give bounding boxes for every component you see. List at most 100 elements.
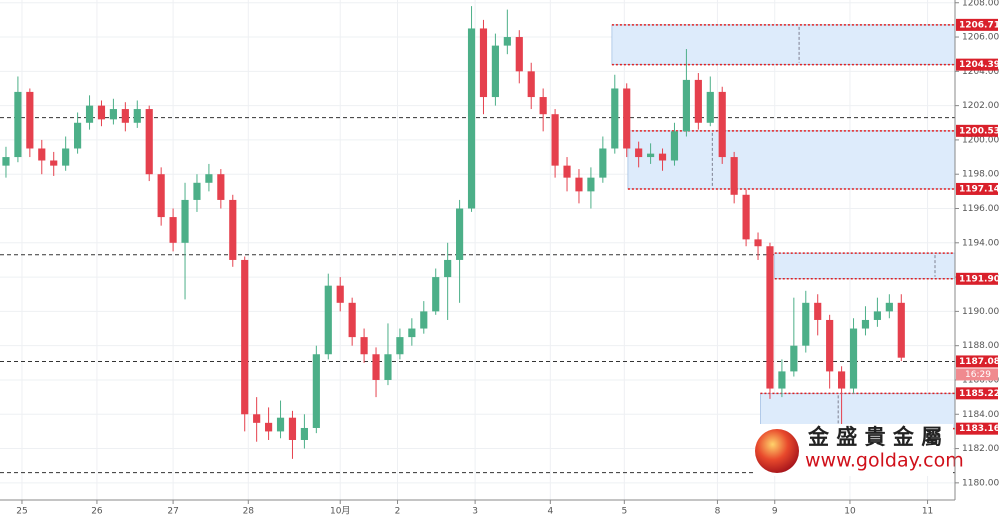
candles xyxy=(2,6,905,459)
x-tick-label: 8 xyxy=(715,507,721,517)
watermark-logo xyxy=(755,429,799,473)
x-tick-label: 5 xyxy=(621,507,627,517)
candle-body xyxy=(241,259,249,415)
price-label-bg xyxy=(956,387,998,400)
x-tick-label: 10 xyxy=(844,507,856,517)
candle-body xyxy=(312,354,320,428)
candle-body xyxy=(121,109,129,123)
price-label-bg xyxy=(956,272,998,285)
candle-body xyxy=(826,319,834,372)
y-tick-label: 1206.00 xyxy=(962,33,999,43)
candle-body xyxy=(14,91,22,158)
x-tick-label: 4 xyxy=(547,507,553,517)
candle-body xyxy=(384,354,392,380)
candle-body xyxy=(26,91,34,149)
candle-body xyxy=(324,285,332,355)
candle-body xyxy=(670,131,679,161)
candle-body xyxy=(754,239,762,247)
candle-body xyxy=(288,417,297,440)
watermark: 金 盛 貴 金 屬 www.golday.com xyxy=(755,424,964,476)
candle-body xyxy=(766,246,774,389)
price-label-bg xyxy=(956,182,998,195)
candle-body xyxy=(133,109,141,123)
candle-body xyxy=(730,157,738,195)
candle-body xyxy=(885,302,893,312)
y-tick-label: 1188.00 xyxy=(962,341,999,351)
zone xyxy=(760,393,956,429)
candle-body xyxy=(253,414,261,423)
candle-body xyxy=(897,302,905,358)
y-tick-label: 1196.00 xyxy=(962,204,999,214)
price-label: 1206.71 xyxy=(959,20,999,30)
candle-body xyxy=(467,28,476,209)
y-tick-label: 1190.00 xyxy=(962,307,999,317)
candle-body xyxy=(2,157,10,166)
candle-body xyxy=(50,160,58,166)
price-label: 1204.39 xyxy=(959,60,999,70)
candle-body xyxy=(682,79,690,132)
candle-body xyxy=(181,199,189,243)
axes: 1180.00 1182.00 1184.00 1186.00 1188.00 1190.… xyxy=(16,0,999,517)
candle-body xyxy=(849,328,858,389)
candle-body xyxy=(276,417,285,432)
candle-body xyxy=(432,277,440,312)
candle-body xyxy=(205,174,213,183)
candle-body xyxy=(706,91,714,123)
watermark-name: 金 盛 貴 金 屬 xyxy=(807,425,942,449)
candle-body xyxy=(193,182,201,200)
candle-body xyxy=(575,177,583,192)
x-tick-label: 26 xyxy=(91,507,103,517)
price-label: 1183.16 xyxy=(959,424,999,434)
candle-body xyxy=(873,311,881,320)
candle-body xyxy=(527,71,535,98)
candle-body xyxy=(838,371,846,389)
candle-body xyxy=(169,217,177,243)
candle-body xyxy=(503,37,511,46)
candle-body xyxy=(408,328,416,338)
zones xyxy=(611,24,956,430)
price-label: 1197.14 xyxy=(959,184,999,194)
x-tick-label: 2 xyxy=(395,507,401,517)
candle-body xyxy=(802,302,810,346)
price-label-bg xyxy=(956,18,998,31)
candle-body xyxy=(658,153,667,161)
candle-body xyxy=(742,194,750,240)
candle-body xyxy=(265,422,273,432)
candle-body xyxy=(348,302,356,338)
price-label-bg xyxy=(956,58,998,71)
y-tick-label: 1186.00 xyxy=(962,375,999,385)
price-label-bg xyxy=(956,355,998,368)
candle-body xyxy=(694,79,702,123)
candle-body xyxy=(611,88,619,149)
candle-body xyxy=(790,345,798,372)
candle-body xyxy=(97,105,106,120)
watermark-url: www.golday.com xyxy=(805,450,964,472)
y-tick-label: 1198.00 xyxy=(962,170,999,180)
candle-body xyxy=(814,302,822,320)
candle-body xyxy=(587,177,595,192)
x-tick-label: 25 xyxy=(16,507,27,517)
candle-body xyxy=(420,311,428,329)
candle-body xyxy=(861,319,870,329)
candle-body xyxy=(62,148,70,166)
candle-body xyxy=(647,153,655,158)
candle-body xyxy=(491,45,499,98)
candle-body xyxy=(74,122,82,149)
candle-body xyxy=(217,174,225,200)
y-tick-label: 1202.00 xyxy=(962,101,999,111)
zone xyxy=(774,252,956,280)
candle-body xyxy=(145,109,153,175)
x-tick-label: 11 xyxy=(922,507,933,517)
y-tick-label: 1200.00 xyxy=(962,135,999,145)
candle-body xyxy=(635,148,643,158)
candle-body xyxy=(372,354,380,380)
countdown-bg xyxy=(956,368,998,381)
x-tick-label: 9 xyxy=(772,507,778,517)
y-tick-label: 1204.00 xyxy=(962,67,999,77)
candle-body xyxy=(396,337,404,355)
candle-body xyxy=(718,91,726,158)
candle-body xyxy=(336,285,344,303)
y-tick-label: 1194.00 xyxy=(962,238,999,248)
candle-body xyxy=(157,174,165,218)
